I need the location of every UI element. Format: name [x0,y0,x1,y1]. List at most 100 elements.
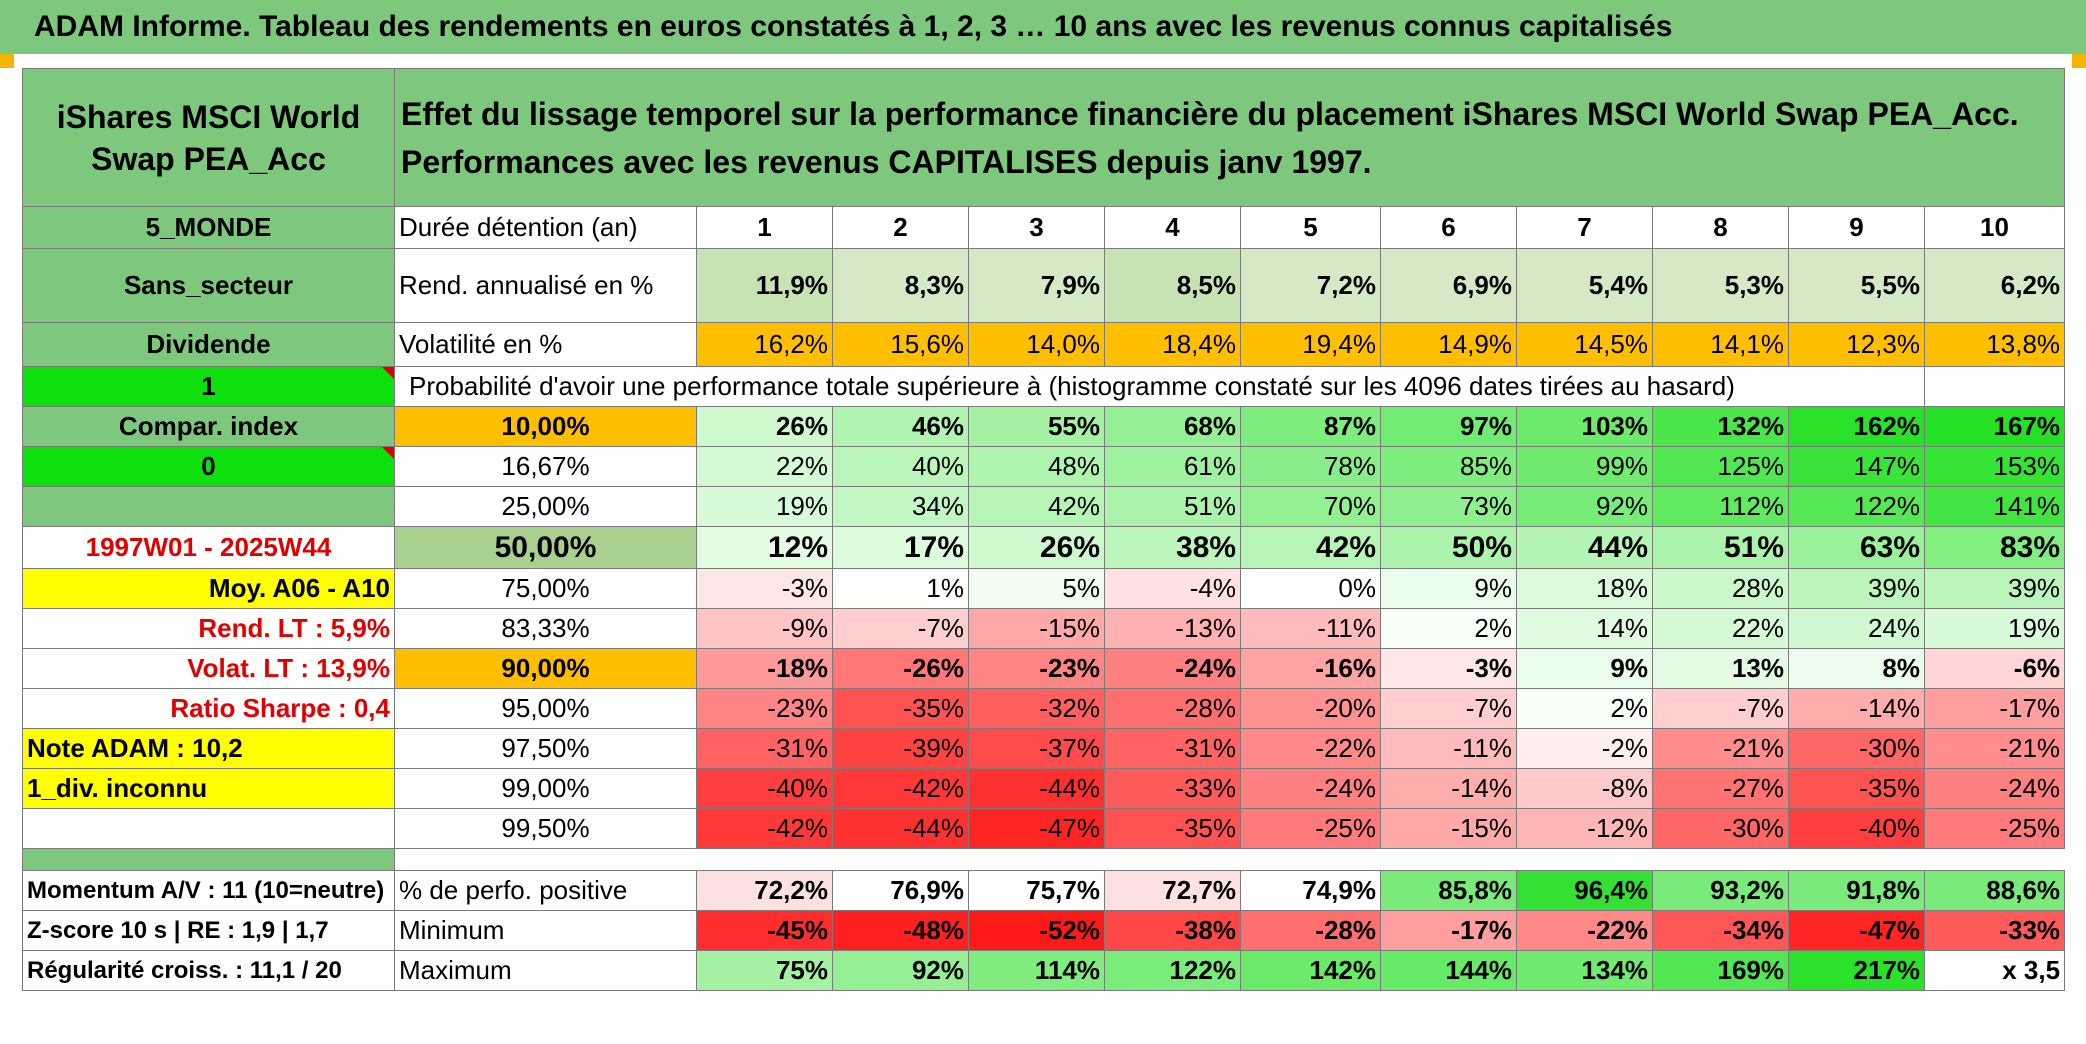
quantile-value: 51% [1652,526,1789,569]
quantile-value: -23% [696,688,833,729]
quantile-value: -8% [1516,768,1653,809]
quantile-value: -14% [1380,768,1517,809]
zone-label: 5_MONDE [22,206,395,249]
quantile-value: -22% [1240,728,1381,769]
quantile-value: -9% [696,608,833,649]
quantile-value: 2% [1380,608,1517,649]
quantile-value: -31% [1104,728,1241,769]
max-value: 122% [1104,950,1241,991]
quantile-value: -47% [968,808,1105,849]
sharpe-label: Ratio Sharpe : 0,4 [22,688,395,729]
quantile-value: -11% [1380,728,1517,769]
quantile-value: -30% [1652,808,1789,849]
quantile-value: -12% [1516,808,1653,849]
quantile-value: 19% [696,486,833,527]
quantile-value: 19% [1923,608,2066,649]
min-value: -34% [1652,910,1789,951]
quantile-value: 141% [1923,486,2066,527]
quantile-value: -16% [1240,648,1381,689]
quantile-value: 103% [1516,406,1653,447]
quantile-label: 83,33% [394,608,697,649]
quantile-value: 26% [696,406,833,447]
quantile-value: -35% [1788,768,1925,809]
quantile-value: -28% [1104,688,1241,729]
quantile-value: -3% [1380,648,1517,689]
quantile-value: 48% [968,446,1105,487]
quantile-value: -24% [1104,648,1241,689]
min-value: -45% [696,910,833,951]
min-value: -47% [1788,910,1925,951]
quantile-value: -21% [1652,728,1789,769]
quantile-value: 38% [1104,526,1241,569]
quantile-label: 50,00% [394,526,697,569]
quantile-value: -24% [1240,768,1381,809]
quantile-value: 68% [1104,406,1241,447]
quantile-label: 10,00% [394,406,697,447]
quantile-value: -44% [832,808,969,849]
year-header: 7 [1516,206,1653,249]
corner-mark-left [0,54,14,68]
quantile-value: 17% [832,526,969,569]
quantile-value: -42% [696,808,833,849]
quantile-value: 112% [1652,486,1789,527]
quantile-label: 99,50% [394,808,697,849]
probability-caption: Probabilité d'avoir une performance tota… [394,366,1789,407]
rend-label: Rend. annualisé en % [394,248,697,323]
returns-table: iShares MSCI World Swap PEA_Acc Effet du… [22,68,2066,991]
quantile-value: -14% [1788,688,1925,729]
quantile-value: -44% [968,768,1105,809]
pos-value: 91,8% [1788,870,1925,911]
max-label: Maximum [394,950,697,991]
vol-value: 18,4% [1104,322,1241,367]
max-value: 92% [832,950,969,991]
year-header: 2 [832,206,969,249]
quantile-value: 9% [1380,568,1517,609]
pos-value: 76,9% [832,870,969,911]
max-value: 217% [1788,950,1925,991]
quantile-value: -24% [1923,768,2066,809]
duration-label: Durée détention (an) [394,206,697,249]
spacer-left [22,848,395,871]
quantile-value: 46% [832,406,969,447]
max-value: x 3,5 [1923,950,2066,991]
blank-left [22,808,395,849]
year-header: 4 [1104,206,1241,249]
vol-value: 16,2% [696,322,833,367]
quantile-value: -7% [832,608,969,649]
quantile-value: 22% [696,446,833,487]
quantile-label: 90,00% [394,648,697,689]
quantile-value: 2% [1516,688,1653,729]
rend-value: 6,9% [1380,248,1517,323]
blank-cell [1923,366,2066,407]
min-label: Minimum [394,910,697,951]
min-value: -22% [1516,910,1653,951]
rend-value: 11,9% [696,248,833,323]
pos-left: Momentum A/V : 11 (10=neutre) [22,870,395,911]
fund-name-cell: iShares MSCI World Swap PEA_Acc [22,68,395,207]
corner-mark-right [2072,54,2086,68]
rend-value: 7,2% [1240,248,1381,323]
quantile-value: -30% [1788,728,1925,769]
quantile-value: 42% [1240,526,1381,569]
quantile-value: -15% [968,608,1105,649]
quantile-value: -33% [1104,768,1241,809]
quantile-value: -11% [1240,608,1381,649]
flag-one-cell: 1 [22,366,395,407]
quantile-value: 39% [1923,568,2066,609]
year-header: 6 [1380,206,1517,249]
vol-value: 15,6% [832,322,969,367]
quantile-value: -21% [1923,728,2066,769]
quantile-value: -25% [1923,808,2066,849]
min-value: -38% [1104,910,1241,951]
year-header: 1 [696,206,833,249]
max-value: 142% [1240,950,1381,991]
quantile-value: 28% [1652,568,1789,609]
quantile-value: -7% [1380,688,1517,729]
max-value: 134% [1516,950,1653,991]
note-label: Note ADAM : 10,2 [22,728,395,769]
blank-left [22,486,395,527]
quantile-value: 132% [1652,406,1789,447]
pos-value: 74,9% [1240,870,1381,911]
pos-label: % de perfo. positive [394,870,697,911]
quantile-value: 85% [1380,446,1517,487]
